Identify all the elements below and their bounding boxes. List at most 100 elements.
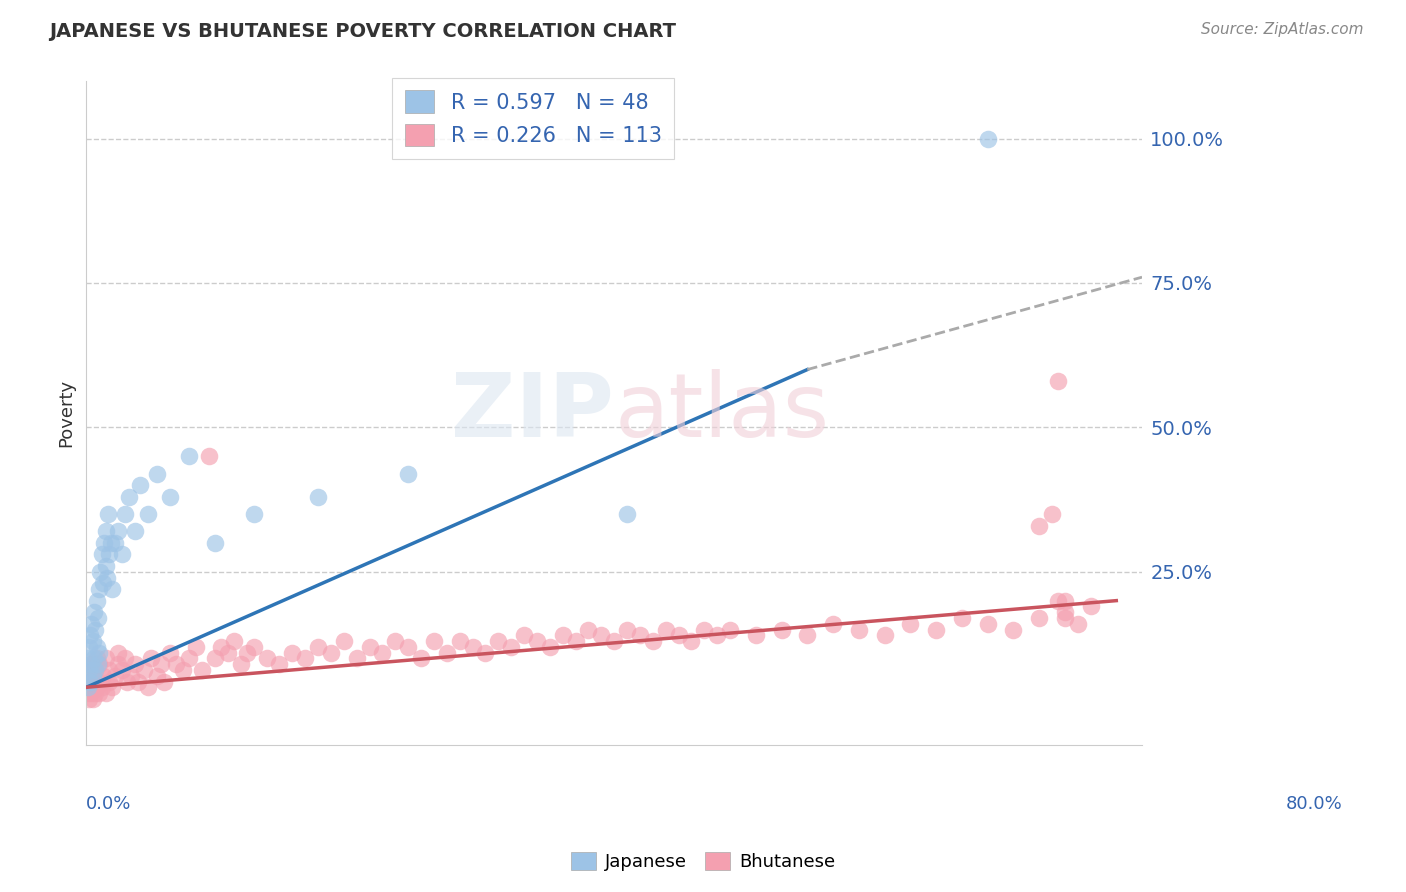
Point <box>197 449 219 463</box>
Point <box>307 490 329 504</box>
Point <box>229 657 252 672</box>
Point <box>745 628 768 642</box>
Point <box>1002 623 1025 637</box>
Point <box>98 663 121 677</box>
Point <box>101 582 124 596</box>
Point <box>1053 611 1076 625</box>
Point <box>976 616 998 631</box>
Point <box>117 674 139 689</box>
Point <box>94 651 117 665</box>
Point <box>83 657 105 672</box>
Point <box>474 646 496 660</box>
Point <box>319 646 342 660</box>
Text: Source: ZipAtlas.com: Source: ZipAtlas.com <box>1201 22 1364 37</box>
Text: atlas: atlas <box>614 369 830 457</box>
Point <box>873 628 896 642</box>
Point <box>668 628 690 642</box>
Point <box>294 651 316 665</box>
Point <box>80 663 103 677</box>
Point <box>564 634 586 648</box>
Point <box>104 669 127 683</box>
Point <box>204 651 226 665</box>
Point <box>118 490 141 504</box>
Point <box>87 657 110 672</box>
Point <box>89 657 111 672</box>
Point <box>114 651 136 665</box>
Point <box>591 628 613 642</box>
Point <box>616 623 638 637</box>
Point <box>1028 518 1050 533</box>
Point <box>1047 374 1070 388</box>
Point <box>93 536 115 550</box>
Point <box>76 680 98 694</box>
Point <box>79 628 101 642</box>
Point <box>681 634 703 648</box>
Point <box>211 640 233 654</box>
Point <box>256 651 278 665</box>
Point <box>79 674 101 689</box>
Point <box>84 623 107 637</box>
Point <box>84 686 107 700</box>
Point <box>83 680 105 694</box>
Point <box>179 651 201 665</box>
Point <box>616 507 638 521</box>
Point <box>551 628 574 642</box>
Point <box>333 634 356 648</box>
Point <box>217 646 239 660</box>
Point <box>136 680 159 694</box>
Point <box>90 548 112 562</box>
Point <box>1040 507 1063 521</box>
Point <box>79 680 101 694</box>
Point <box>89 686 111 700</box>
Point <box>146 467 169 481</box>
Point <box>127 674 149 689</box>
Point <box>86 640 108 654</box>
Point <box>501 640 523 654</box>
Point <box>718 623 741 637</box>
Point <box>82 634 104 648</box>
Point <box>84 663 107 677</box>
Point <box>423 634 446 648</box>
Point <box>821 616 844 631</box>
Point <box>346 651 368 665</box>
Point <box>101 680 124 694</box>
Point <box>603 634 626 648</box>
Point <box>79 657 101 672</box>
Point <box>796 628 818 642</box>
Point <box>384 634 406 648</box>
Point <box>706 628 728 642</box>
Point <box>1053 605 1076 619</box>
Point <box>224 634 246 648</box>
Point <box>396 467 419 481</box>
Point <box>100 536 122 550</box>
Point <box>77 640 100 654</box>
Point <box>91 669 114 683</box>
Legend: R = 0.597   N = 48, R = 0.226   N = 113: R = 0.597 N = 48, R = 0.226 N = 113 <box>392 78 673 159</box>
Point <box>86 651 108 665</box>
Point <box>80 657 103 672</box>
Point <box>84 663 107 677</box>
Point <box>86 680 108 694</box>
Point <box>76 686 98 700</box>
Point <box>97 507 120 521</box>
Point <box>134 663 156 677</box>
Point <box>80 686 103 700</box>
Point <box>114 507 136 521</box>
Point <box>120 669 142 683</box>
Point <box>107 657 129 672</box>
Point <box>77 691 100 706</box>
Point <box>770 623 793 637</box>
Text: JAPANESE VS BHUTANESE POVERTY CORRELATION CHART: JAPANESE VS BHUTANESE POVERTY CORRELATIO… <box>49 22 676 41</box>
Point <box>307 640 329 654</box>
Point <box>83 605 105 619</box>
Point <box>82 669 104 683</box>
Point <box>111 548 134 562</box>
Point <box>146 669 169 683</box>
Point <box>1053 593 1076 607</box>
Point <box>641 634 664 648</box>
Point <box>107 646 129 660</box>
Point <box>82 669 104 683</box>
Point <box>976 131 998 145</box>
Point <box>165 657 187 672</box>
Point <box>693 623 716 637</box>
